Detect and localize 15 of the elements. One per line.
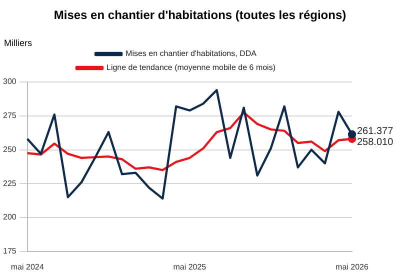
x-tick-label: mai 2026 [336, 262, 369, 272]
y-tick-label: 250 [2, 144, 17, 154]
chart-title: Mises en chantier d'habitations (toutes les régions) [52, 8, 348, 22]
y-tick-label: 300 [2, 77, 17, 86]
legend-label: Ligne de tendance (moyenne mobile de 6 mois) [106, 63, 276, 72]
data-label: 261.377 [357, 126, 394, 137]
legend-label: Mises en chantier d'habitations, DDA [126, 49, 258, 58]
data-label: 258.010 [357, 136, 394, 148]
y-tick-label: 225 [2, 178, 17, 188]
y-axis-title: Milliers [4, 38, 32, 48]
y-tick-label: 275 [2, 111, 17, 120]
y-tick-label: 175 [2, 246, 17, 256]
x-tick-label: mai 2025 [173, 262, 207, 272]
x-tick-label: mai 2024 [10, 262, 44, 272]
y-tick-label: 200 [2, 212, 17, 222]
